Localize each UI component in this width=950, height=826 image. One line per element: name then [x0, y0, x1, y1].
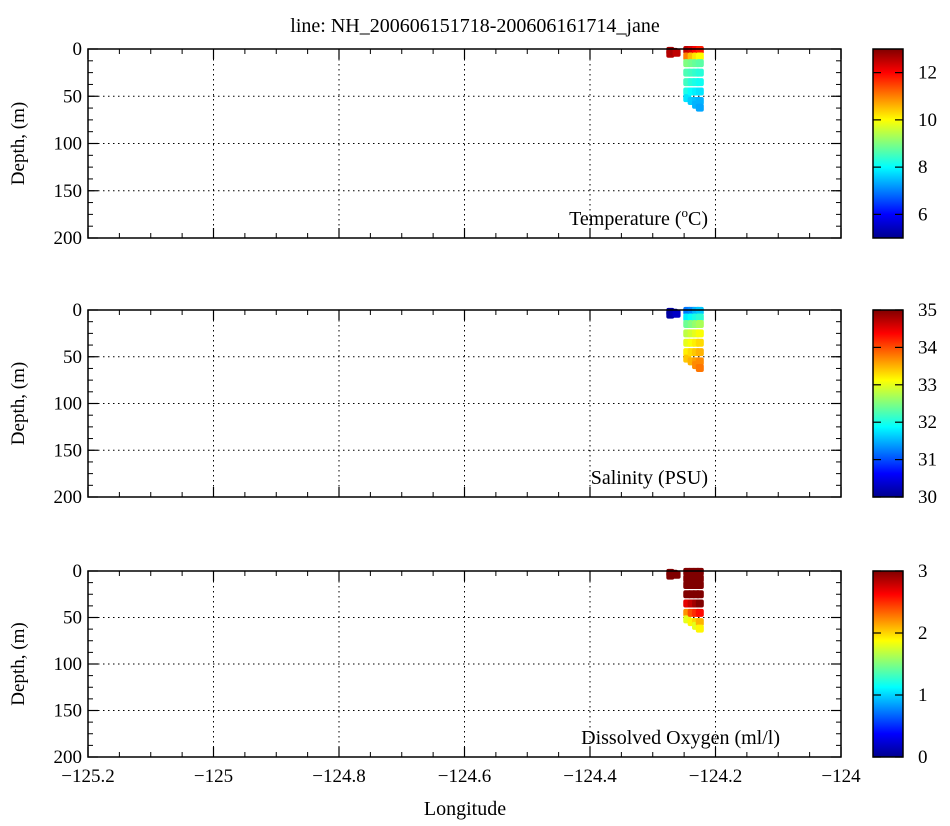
plot-frame [87, 48, 842, 239]
x-tick-label: −124.6 [438, 766, 491, 787]
data-point [695, 624, 704, 633]
y-tick-label: 100 [54, 134, 83, 155]
x-tick-label: −124 [821, 766, 861, 787]
y-tick-label: 50 [63, 86, 82, 107]
y-tick-label: 200 [54, 747, 83, 768]
colorbar-tick-label: 12 [918, 63, 937, 84]
panel-variable-label: Temperature (oC) [569, 205, 708, 230]
data-point [695, 590, 704, 599]
colorbar-tick-label: 33 [918, 375, 937, 396]
y-tick-label: 100 [54, 394, 83, 415]
y-tick-label: 100 [54, 654, 83, 675]
data-point [672, 48, 681, 57]
data-point [695, 574, 704, 583]
data-point [695, 87, 704, 96]
colorbar-tick-label: 0 [918, 747, 928, 768]
colorbar-gradient [872, 309, 904, 498]
y-tick-label: 0 [73, 561, 83, 582]
x-axis-label: Longitude [424, 798, 506, 820]
data-point [695, 96, 704, 105]
y-tick-label: 50 [63, 608, 82, 629]
panel-variable-label: Dissolved Oxygen (ml/l) [581, 727, 780, 749]
y-tick-label: 200 [54, 228, 83, 249]
y-tick-label: 0 [73, 39, 83, 60]
y-axis-label: Depth, (m) [8, 622, 29, 705]
colorbar-tick-label: 31 [918, 450, 937, 471]
data-point [695, 52, 704, 61]
colorbar-tick-label: 32 [918, 412, 937, 433]
panel-3: 0 50 100 150 200 Depth, (m) Dissolved Oxygen (… [8, 561, 928, 787]
colorbar-1: 6 8 10 12 [872, 48, 937, 239]
panel-1: 0 50 100 150 200 Depth, (m) Temperature (oC) 6 8… [8, 39, 937, 249]
y-tick-label: 200 [54, 487, 83, 508]
data-point [695, 329, 704, 338]
data-point [695, 45, 704, 54]
data-point [695, 567, 704, 576]
x-tick-label: −125.2 [61, 766, 114, 787]
colorbar-tick-label: 1 [918, 685, 928, 706]
data-point [695, 348, 704, 357]
plot-frame [87, 309, 842, 498]
colorbar-tick-label: 2 [918, 623, 928, 644]
data-point [695, 59, 704, 68]
y-tick-label: 0 [73, 300, 83, 321]
data-point [695, 320, 704, 329]
x-tick-label: −124.8 [312, 766, 365, 787]
colorbar-tick-label: 3 [918, 561, 928, 582]
colorbar-tick-label: 30 [918, 487, 937, 508]
figure-title: line: NH_200606151718-200606161714_jane [290, 15, 660, 37]
data-point [695, 68, 704, 77]
y-tick-label: 50 [63, 347, 82, 368]
data-point [672, 309, 681, 318]
colorbar-2: 30 31 32 33 34 35 [872, 300, 938, 508]
data-point [695, 306, 704, 315]
colorbar-gradient [872, 48, 904, 239]
data-point [695, 78, 704, 87]
data-point [695, 313, 704, 322]
colorbar-tick-label: 8 [918, 157, 928, 178]
data-point [695, 580, 704, 589]
x-tick-label: −124.4 [563, 766, 617, 787]
y-axis-label: Depth, (m) [8, 362, 29, 445]
colorbar-tick-label: 35 [918, 300, 937, 321]
colorbar-tick-label: 10 [918, 110, 937, 131]
plot-frame [87, 570, 842, 758]
data-point [695, 363, 704, 372]
data-point [672, 570, 681, 579]
colorbar-tick-label: 34 [918, 337, 938, 358]
y-tick-label: 150 [54, 440, 83, 461]
y-tick-label: 150 [54, 701, 83, 722]
data-point [695, 608, 704, 617]
colorbar-3: 0 1 2 3 [872, 561, 928, 768]
data-point [695, 338, 704, 347]
panel-variable-label: Salinity (PSU) [591, 467, 708, 489]
data-point [695, 618, 704, 627]
x-tick-label: −124.2 [689, 766, 742, 787]
data-point [695, 599, 704, 608]
label-superscript: o [682, 205, 689, 220]
y-tick-label: 150 [54, 181, 83, 202]
data-point [695, 357, 704, 366]
panel-2: 0 50 100 150 200 Depth, (m) Salinity (PSU) 30 31… [8, 300, 938, 508]
colorbar-gradient [872, 570, 904, 758]
data-point [695, 103, 704, 112]
x-tick-label: −125 [194, 766, 233, 787]
colorbar-tick-label: 6 [918, 204, 928, 225]
y-axis-label: Depth, (m) [8, 102, 29, 185]
label-unit: C) [688, 208, 708, 230]
